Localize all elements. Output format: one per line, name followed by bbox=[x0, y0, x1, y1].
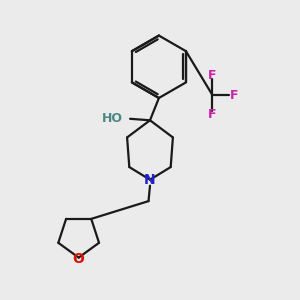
Text: F: F bbox=[230, 88, 238, 101]
Text: F: F bbox=[208, 108, 217, 121]
Text: HO: HO bbox=[102, 112, 123, 125]
Text: F: F bbox=[208, 69, 217, 82]
Text: O: O bbox=[72, 252, 84, 266]
Text: N: N bbox=[144, 173, 156, 187]
